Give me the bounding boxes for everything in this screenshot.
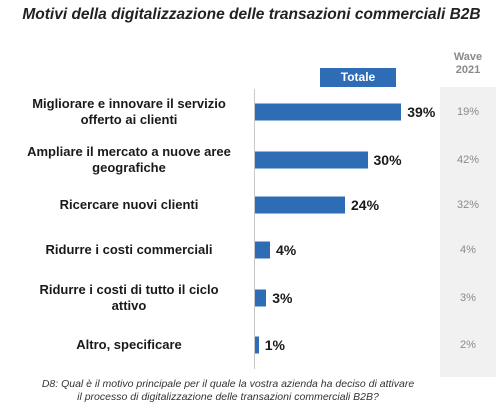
bar-value-label: 3%: [272, 290, 293, 306]
footnote-line-2: il processo di digitalizzazione delle tr…: [77, 391, 379, 403]
question-footnote: D8: Qual è il motivo principale per il q…: [18, 378, 438, 404]
footnote-line-1: D8: Qual è il motivo principale per il q…: [41, 378, 415, 390]
chart-axis-line: [254, 89, 255, 369]
legend-totale: Totale: [320, 68, 396, 87]
category-label: Altro, specificare: [18, 337, 240, 353]
category-label-line: attivo: [111, 298, 147, 313]
bar-totale: [255, 336, 259, 354]
bar-value-label: 1%: [264, 337, 285, 353]
bar-totale: [255, 241, 270, 259]
wave-2021-value: 19%: [456, 106, 480, 118]
bar-value-label: 30%: [373, 152, 402, 168]
wave-2021-value: 4%: [460, 244, 476, 256]
wave-2021-value: 3%: [460, 292, 476, 304]
wave-2021-header: Wave 2021: [440, 51, 496, 77]
wave-2021-value: 2%: [460, 339, 476, 351]
bar-totale: [255, 289, 267, 307]
bar-value-label: 39%: [407, 104, 436, 120]
category-label-line: Ricercare nuovi clienti: [59, 197, 199, 212]
category-label-line: offerto ai clienti: [80, 112, 178, 127]
category-label: Migliorare e innovare il servizio offerto…: [18, 96, 240, 128]
bar-value-label: 24%: [351, 197, 380, 213]
category-label: Ridurre i costi di tutto il ciclo attivo: [18, 282, 240, 314]
wave-2021-column-bg: [440, 87, 496, 377]
wave-2021-value: 32%: [456, 199, 480, 211]
category-label-line: Ampliare il mercato a nuove aree: [27, 144, 231, 159]
category-label-line: Ridurre i costi commerciali: [45, 242, 213, 257]
bar-totale: [255, 196, 345, 214]
category-label-line: Ridurre i costi di tutto il ciclo: [39, 282, 219, 297]
wave-header-line-1: Wave: [453, 51, 483, 63]
category-label: Ricercare nuovi clienti: [18, 197, 240, 213]
bar-totale: [255, 151, 368, 169]
category-label: Ridurre i costi commerciali: [18, 242, 240, 258]
wave-header-line-2: 2021: [455, 64, 481, 76]
category-label-line: Migliorare e innovare il servizio: [32, 96, 226, 111]
category-label: Ampliare il mercato a nuove aree geografi…: [18, 144, 240, 176]
category-label-line: geografiche: [92, 160, 166, 175]
chart-title: Motivi della digitalizzazione delle tran…: [22, 6, 481, 23]
bar-value-label: 4%: [276, 242, 297, 258]
wave-2021-value: 42%: [456, 154, 480, 166]
bar-totale: [255, 103, 402, 121]
category-label-line: Altro, specificare: [76, 337, 182, 352]
